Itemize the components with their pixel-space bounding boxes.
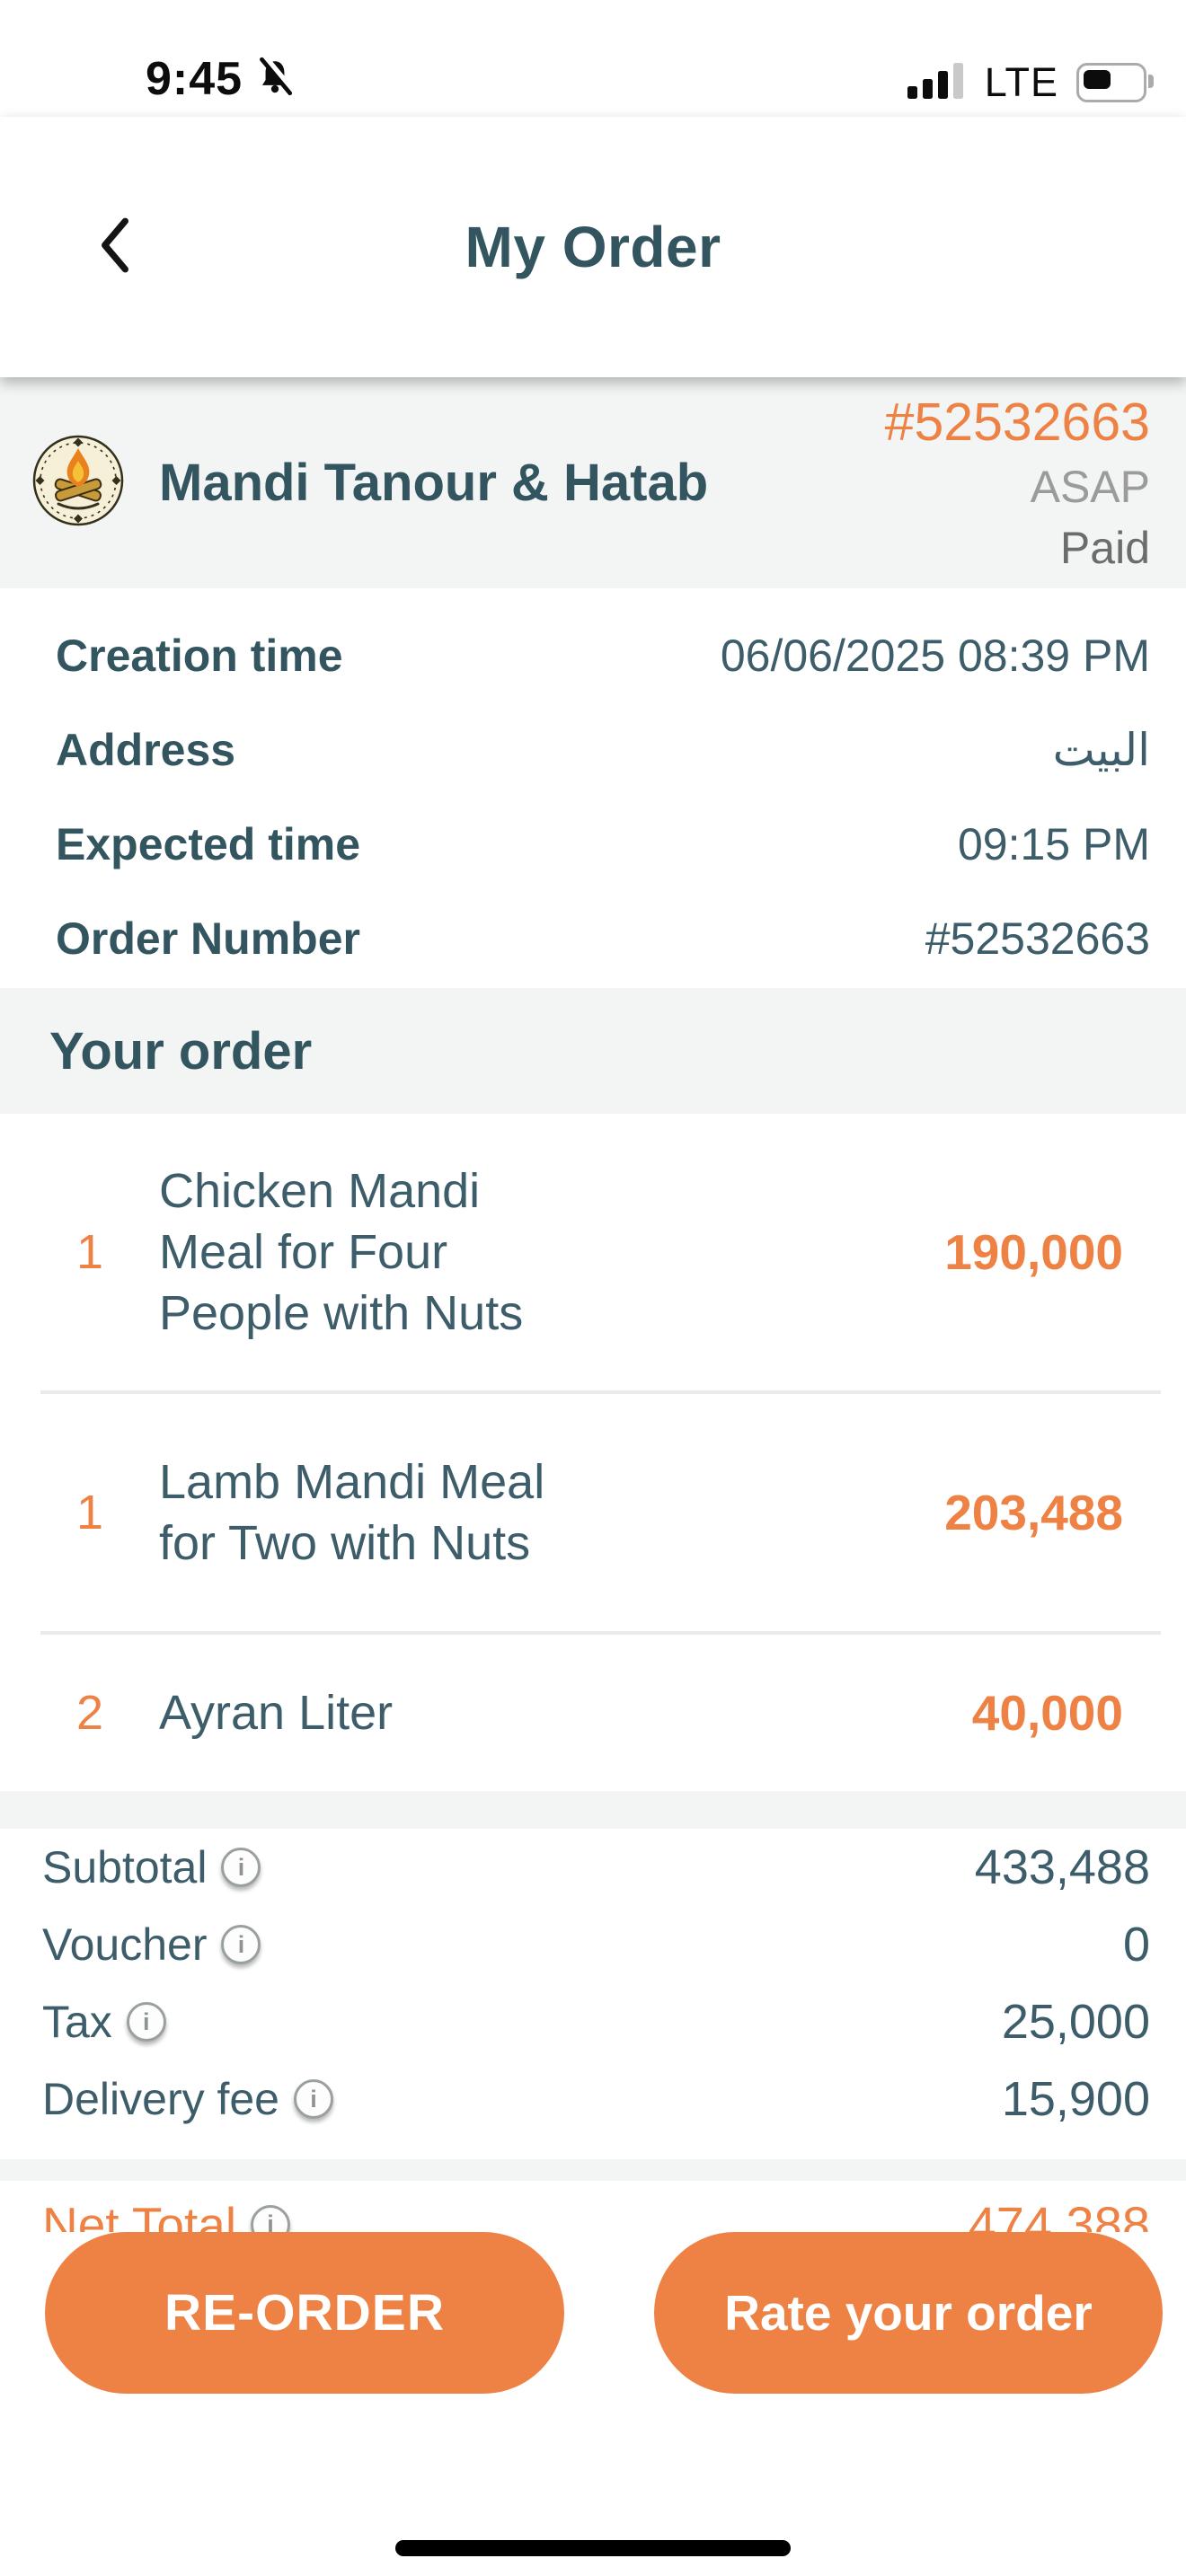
total-row-subtotal: Subtotal i 433,488 <box>42 1839 1150 1895</box>
total-label: Voucher i <box>42 1919 261 1971</box>
detail-row-creation-time: Creation time 06/06/2025 08:39 PM <box>56 630 1150 689</box>
payment-status-label: Paid <box>1059 522 1150 573</box>
total-row-tax: Tax i 25,000 <box>42 1994 1150 2050</box>
section-separator <box>0 1791 1186 1829</box>
restaurant-logo <box>31 434 125 532</box>
item-price: 190,000 <box>944 1224 1123 1280</box>
total-value: 433,488 <box>974 1840 1150 1894</box>
total-row-voucher: Voucher i 0 <box>42 1917 1150 1972</box>
order-item: 1 Chicken Mandi Meal for Four People wit… <box>0 1114 1186 1390</box>
restaurant-summary: Mandi Tanour & Hatab #52532663 ASAP Paid <box>0 377 1186 588</box>
total-label-text: Tax <box>42 1997 112 2047</box>
notifications-muted-icon <box>253 54 296 103</box>
status-right: LTE <box>907 59 1154 106</box>
item-quantity: 2 <box>76 1686 104 1740</box>
status-bar: 9:45 LTE <box>0 0 1186 117</box>
schedule-label: ASAP <box>1030 461 1150 512</box>
total-label-text: Voucher <box>42 1919 208 1970</box>
total-value: 25,000 <box>1001 1995 1150 2049</box>
info-icon[interactable]: i <box>221 1848 261 1887</box>
total-value: 0 <box>1122 1918 1150 1972</box>
rate-order-button[interactable]: Rate your order <box>654 2232 1163 2394</box>
order-details: Creation time 06/06/2025 08:39 PM Addres… <box>0 588 1186 988</box>
detail-row-expected-time: Expected time 09:15 PM <box>56 818 1150 878</box>
footer-action-bar: RE-ORDER Rate your order <box>0 2232 1186 2576</box>
totals-section: Subtotal i 433,488 Voucher i 0 Tax i 25,… <box>0 1829 1186 2159</box>
order-item: 1 Lamb Mandi Meal for Two with Nuts 203,… <box>0 1394 1186 1631</box>
page-title: My Order <box>465 215 721 279</box>
reorder-button[interactable]: RE-ORDER <box>45 2232 564 2394</box>
back-button[interactable] <box>97 216 133 275</box>
home-indicator[interactable] <box>395 2540 791 2556</box>
status-left: 9:45 <box>146 52 296 106</box>
total-label: Delivery fee i <box>42 2073 333 2125</box>
total-label-text: Delivery fee <box>42 2074 279 2124</box>
restaurant-name: Mandi Tanour & Hatab <box>159 454 709 512</box>
total-value: 15,900 <box>1001 2072 1150 2126</box>
detail-label: Order Number <box>56 913 360 964</box>
detail-label: Creation time <box>56 631 343 681</box>
section-title: Your order <box>49 1021 313 1081</box>
total-row-delivery-fee: Delivery fee i 15,900 <box>42 2071 1150 2127</box>
detail-row-address: Address البيت <box>56 724 1150 783</box>
item-quantity: 1 <box>76 1486 104 1539</box>
total-label: Tax i <box>42 1996 166 2048</box>
item-name: Ayran Liter <box>159 1686 394 1740</box>
clock: 9:45 <box>146 53 243 105</box>
detail-value: 09:15 PM <box>957 819 1150 869</box>
network-type-label: LTE <box>984 59 1058 105</box>
order-id-badge: #52532663 <box>884 393 1150 453</box>
divider <box>40 1390 1161 1394</box>
item-price: 203,488 <box>944 1485 1123 1540</box>
detail-row-order-number: Order Number #52532663 <box>56 913 1150 972</box>
your-order-band: Your order <box>0 988 1186 1114</box>
detail-label: Address <box>56 725 236 775</box>
detail-value: #52532663 <box>925 913 1150 964</box>
restaurant-meta: #52532663 ASAP Paid <box>885 391 1150 575</box>
order-item: 2 Ayran Liter 40,000 <box>0 1635 1186 1791</box>
info-icon[interactable]: i <box>221 1925 261 1964</box>
item-name: Chicken Mandi Meal for Four People with … <box>159 1164 524 1340</box>
detail-value: البيت <box>1052 724 1150 776</box>
info-icon[interactable]: i <box>294 2079 333 2119</box>
item-name: Lamb Mandi Meal for Two with Nuts <box>159 1455 545 1570</box>
battery-icon <box>1076 63 1154 102</box>
item-price: 40,000 <box>971 1685 1123 1741</box>
nav-header: My Order <box>0 117 1186 377</box>
order-items: 1 Chicken Mandi Meal for Four People wit… <box>0 1114 1186 1791</box>
signal-strength-icon <box>907 62 967 104</box>
detail-value: 06/06/2025 08:39 PM <box>720 631 1150 681</box>
total-label-text: Subtotal <box>42 1842 208 1892</box>
detail-label: Expected time <box>56 819 361 869</box>
battery-fill <box>1084 70 1111 89</box>
battery-nub <box>1148 75 1154 88</box>
section-separator <box>0 2159 1186 2181</box>
item-quantity: 1 <box>76 1225 104 1279</box>
info-icon[interactable]: i <box>126 2002 166 2042</box>
divider <box>40 1631 1161 1635</box>
total-label: Subtotal i <box>42 1841 261 1893</box>
